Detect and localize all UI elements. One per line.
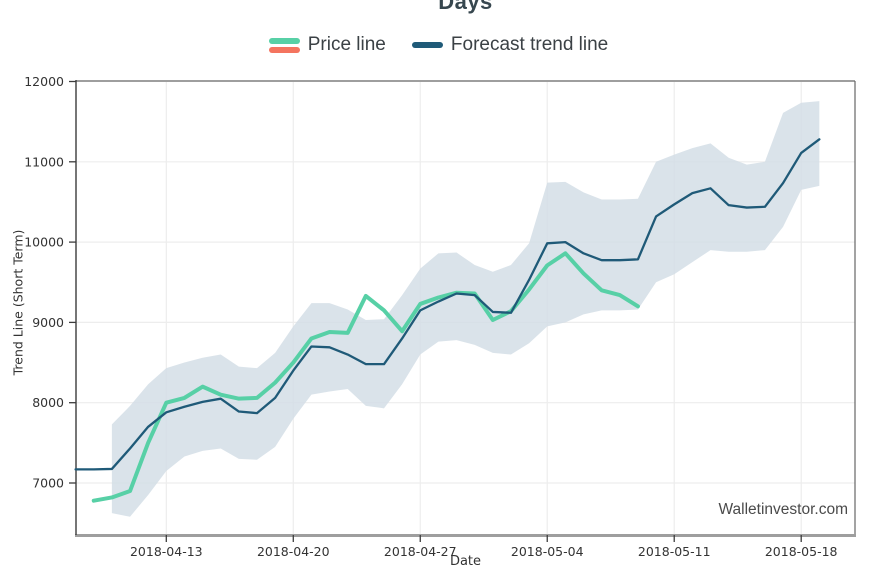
price-line xyxy=(91,251,640,503)
chart-legend: Price line Forecast trend line xyxy=(0,34,877,56)
confidence-band xyxy=(111,101,820,517)
y-tick-label: 10000 xyxy=(24,235,64,250)
watermark: Walletinvestor.com xyxy=(718,501,849,518)
x-tick-label: 2018-04-13 xyxy=(130,544,203,559)
page-title: Days xyxy=(438,0,493,14)
price-line-swatch-bottom-bar xyxy=(268,46,300,53)
forecast-trend-line-swatch xyxy=(411,42,443,48)
forecast-trend-line-swatch-bar xyxy=(411,42,443,48)
price-line-swatch-top-bar xyxy=(268,37,300,44)
y-tick-label: 11000 xyxy=(24,154,64,169)
x-axis-label: Date xyxy=(449,554,482,565)
x-tick-label: 2018-05-11 xyxy=(638,544,711,559)
y-tick-label: 8000 xyxy=(32,395,64,410)
legend-item-forecast-trend-line: Forecast trend line xyxy=(411,34,609,56)
x-tick-label: 2018-05-18 xyxy=(765,544,838,559)
y-axis-label: Trend Line (Short Term) xyxy=(10,229,26,376)
price-line-swatch xyxy=(268,37,300,53)
y-tick-label: 12000 xyxy=(24,74,64,89)
x-tick-label: 2018-04-27 xyxy=(384,544,457,559)
legend-label-forecast-trend-line: Forecast trend line xyxy=(450,34,609,55)
y-tick-label: 9000 xyxy=(32,315,64,330)
y-tick-label: 7000 xyxy=(32,476,64,491)
legend-label-price-line: Price line xyxy=(307,34,386,55)
x-tick-label: 2018-05-04 xyxy=(511,544,584,559)
legend-item-price-line: Price line xyxy=(268,34,386,56)
forecast-trend-line xyxy=(74,138,821,471)
x-tick-label: 2018-04-20 xyxy=(257,544,330,559)
